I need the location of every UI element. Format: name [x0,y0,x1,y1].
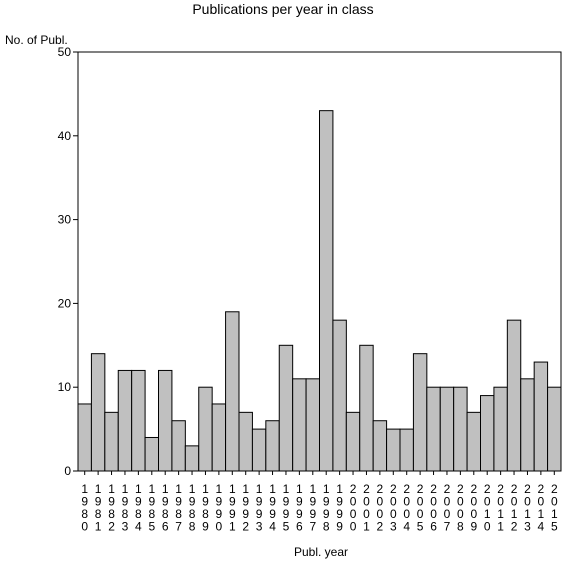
bars-layer [77,110,562,472]
bar-2008 [453,386,468,472]
bar-2015 [547,386,562,472]
bar-2003 [386,428,401,472]
y-axis: 0 10 20 30 40 50 [58,45,78,478]
y-axis-label: No. of Publ. [5,33,68,47]
bar-1995 [278,344,294,472]
bar-1999 [332,319,347,472]
y-tick-label-30: 30 [58,213,72,227]
y-tick-label-20: 20 [58,296,72,310]
y-tick-label-10: 10 [58,380,72,394]
bar-1986 [158,369,173,472]
bar-2007 [439,386,455,472]
bar-2013 [520,378,535,472]
bar-1985 [144,436,160,472]
y-tick-label-50: 50 [58,45,72,59]
bar-1982 [104,411,119,472]
bar-2001 [359,344,374,472]
bar-2004 [399,428,414,472]
bar-1983 [117,369,133,472]
bar-1992 [238,411,253,472]
x-axis-label: Publ. year [294,545,348,559]
bar-2014 [533,361,549,472]
y-tick-label-0: 0 [64,464,71,478]
bar-1980 [77,403,92,472]
x-axis: 1 9 8 0 1 9 8 1 1 9 8 2 1 9 8 3 1 9 8 4 1 9 8 5 1 9 8 6 1 9 8 7 1 9 8 8 1 9 8 9… [81,471,558,534]
bar-1991 [225,311,240,472]
bar-1990 [211,403,227,472]
bar-1994 [265,420,280,472]
chart-title: Publications per year in class [192,1,373,17]
y-tick-label-40: 40 [58,129,72,143]
bar-1993 [251,428,267,472]
bar-1989 [198,386,213,472]
bar-2002 [372,420,388,472]
bar-1984 [131,369,146,472]
bar-1987 [171,420,186,472]
bar-2006 [426,386,441,472]
bar-2011 [493,386,508,472]
bar-2000 [345,411,361,472]
bar-1988 [184,445,200,472]
bar-1997 [305,378,320,472]
bar-1998 [319,110,334,472]
bar-2009 [466,411,481,472]
bar-2005 [412,353,428,472]
bar-1981 [90,353,106,472]
bar-2012 [506,319,522,472]
bar-2010 [480,395,495,472]
bar-1996 [292,378,307,472]
